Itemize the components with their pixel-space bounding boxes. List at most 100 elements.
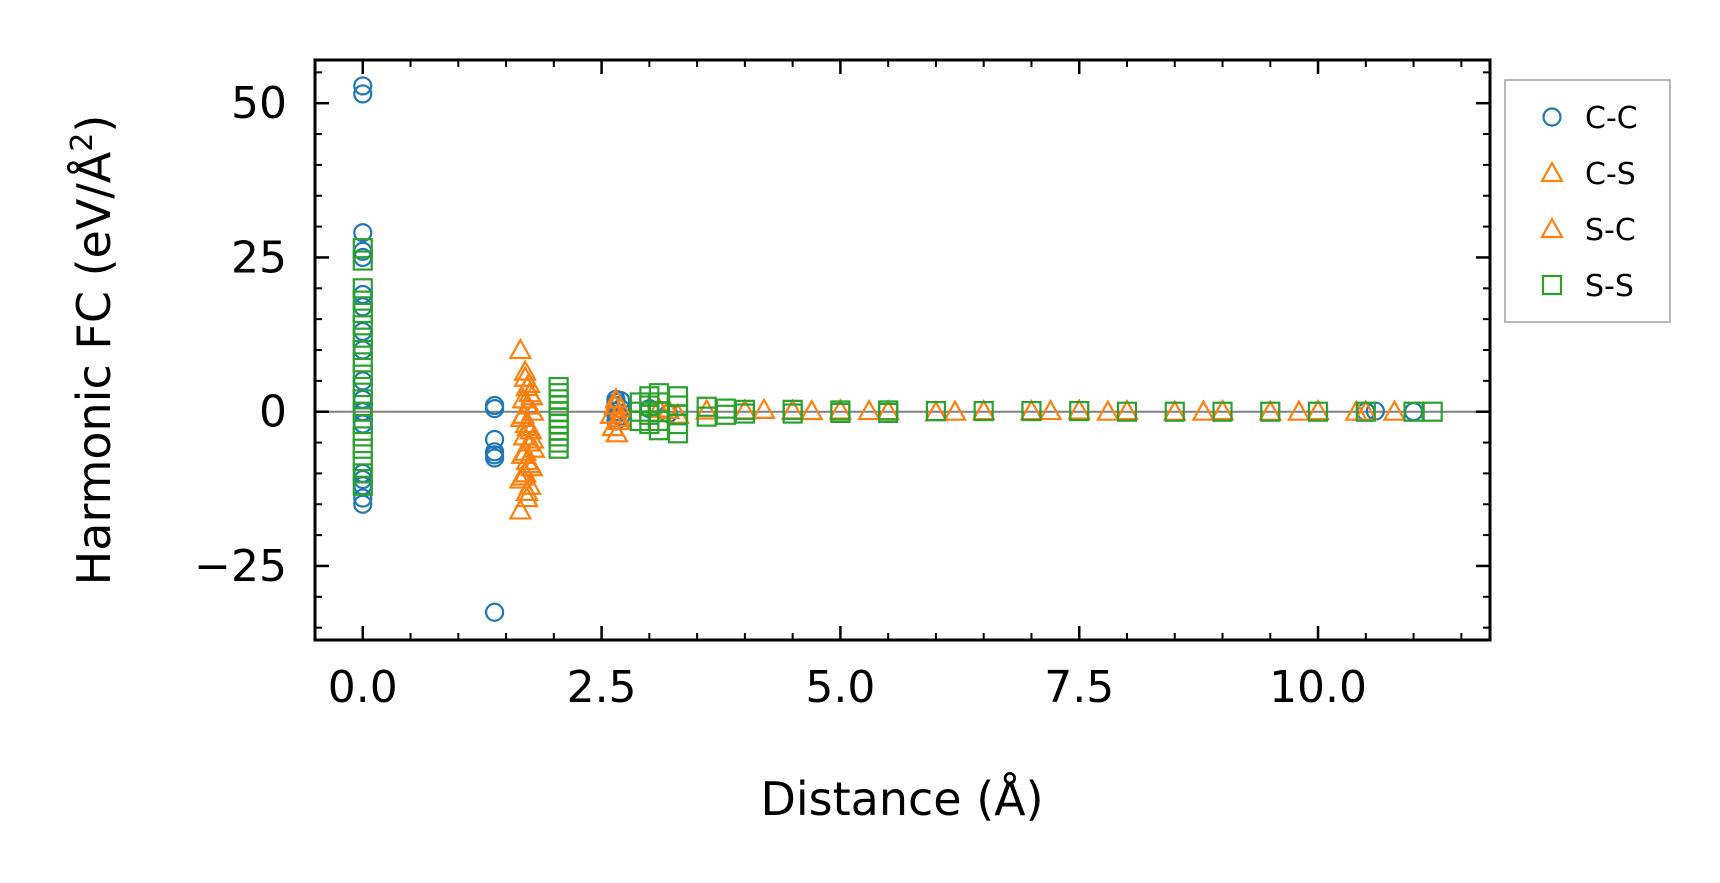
data-point-s-s xyxy=(1403,401,1424,422)
data-point-s-c xyxy=(603,393,627,415)
x-tick-label: 10.0 xyxy=(1269,662,1367,713)
data-point-s-s xyxy=(696,406,717,427)
data-point-s-s xyxy=(973,400,994,422)
y-tick-label: 25 xyxy=(231,232,287,283)
x-tick-label: 5.0 xyxy=(805,662,875,713)
data-point-s-s xyxy=(1307,401,1329,422)
data-point-s-s xyxy=(352,278,373,299)
plot-frame xyxy=(313,58,1492,642)
data-point-c-s xyxy=(508,337,533,360)
data-point-s-s xyxy=(352,450,373,472)
data-point-c-c xyxy=(353,414,373,434)
y-tick-label: 50 xyxy=(231,78,287,129)
data-point-c-s xyxy=(1382,399,1407,421)
data-point-s-s xyxy=(352,376,373,398)
legend-box xyxy=(1504,79,1671,323)
legend-label-c-s: C-S xyxy=(1585,157,1636,192)
y-axis-label-main: Harmonic FC (eV/Å xyxy=(67,151,121,585)
data-point-s-s xyxy=(352,238,373,259)
y-tick-label: −25 xyxy=(194,541,287,592)
data-point-s-s xyxy=(352,475,373,496)
data-point-s-s xyxy=(352,463,373,484)
data-point-c-c xyxy=(353,340,373,360)
y-axis-label: Harmonic FC (eV/Å2) xyxy=(65,115,121,586)
x-tick-label: 0.0 xyxy=(328,662,398,713)
data-point-s-c xyxy=(733,398,757,420)
data-point-s-s xyxy=(1021,400,1042,422)
data-point-s-c xyxy=(518,451,542,474)
data-point-s-s xyxy=(830,402,851,424)
data-point-c-c xyxy=(353,297,373,317)
data-point-s-s xyxy=(352,250,373,271)
data-point-s-s xyxy=(1422,401,1443,422)
data-point-s-s xyxy=(352,339,373,361)
data-point-s-s xyxy=(1355,401,1376,422)
data-point-s-s xyxy=(1260,401,1281,422)
legend-label-s-c: S-C xyxy=(1585,213,1636,248)
data-point-s-s xyxy=(352,426,373,447)
data-point-c-c xyxy=(353,321,373,342)
data-point-c-s xyxy=(694,398,719,420)
data-point-s-c xyxy=(857,398,881,421)
data-point-c-c xyxy=(484,399,505,419)
x-tick-label: 7.5 xyxy=(1044,662,1114,713)
data-point-s-s xyxy=(548,376,569,398)
data-point-s-c xyxy=(510,464,535,486)
x-tick-label: 2.5 xyxy=(567,662,637,713)
data-point-s-c xyxy=(513,439,538,461)
data-point-c-c xyxy=(484,448,505,468)
x-axis-label: Distance (Å) xyxy=(760,772,1043,826)
data-point-c-s xyxy=(1067,398,1092,420)
data-point-c-c xyxy=(484,602,505,622)
data-point-s-s xyxy=(352,389,373,410)
data-point-s-c xyxy=(519,384,544,406)
data-point-s-c xyxy=(607,405,632,427)
legend-marker-s-c xyxy=(1540,216,1564,239)
data-point-c-s xyxy=(1115,398,1139,421)
data-point-c-s xyxy=(752,397,776,419)
legend-marker-c-c xyxy=(1542,107,1562,127)
data-point-s-s xyxy=(548,389,569,410)
data-point-s-s xyxy=(715,398,736,419)
legend-label-c-c: C-C xyxy=(1585,101,1638,136)
data-point-c-s xyxy=(520,399,545,421)
legend-label-s-s: S-S xyxy=(1585,269,1634,304)
data-point-s-s xyxy=(1164,401,1185,422)
y-axis-label-close: ) xyxy=(67,115,121,133)
legend: C-C C-S S-C S-S xyxy=(1504,79,1671,323)
data-point-s-c xyxy=(799,398,824,421)
data-point-s-s xyxy=(648,420,670,441)
data-point-s-c xyxy=(516,414,540,437)
data-point-s-s xyxy=(548,438,569,459)
data-point-s-s xyxy=(1069,400,1090,422)
y-tick-label: 0 xyxy=(259,387,287,438)
data-point-s-s xyxy=(734,403,755,424)
data-point-s-s xyxy=(548,426,569,447)
data-point-c-c xyxy=(353,371,373,391)
data-point-c-s xyxy=(1210,398,1235,421)
data-point-c-c xyxy=(353,223,373,243)
data-point-s-c xyxy=(1287,399,1311,421)
data-point-s-s xyxy=(352,290,373,311)
data-point-s-c xyxy=(511,402,536,424)
data-point-c-s xyxy=(511,387,536,409)
data-point-c-s xyxy=(780,398,805,420)
data-point-s-s xyxy=(352,438,373,459)
data-point-c-c xyxy=(353,84,373,104)
data-point-s-s xyxy=(1116,401,1138,422)
data-point-s-s xyxy=(548,383,569,404)
data-point-c-c xyxy=(484,429,505,450)
data-point-s-s xyxy=(1212,401,1233,422)
data-point-s-s xyxy=(715,404,736,425)
data-point-s-s xyxy=(352,401,373,422)
data-point-s-s xyxy=(667,423,689,444)
data-point-c-s xyxy=(605,421,629,443)
data-point-s-s xyxy=(878,402,899,424)
data-point-s-s xyxy=(352,327,373,348)
data-point-s-c xyxy=(515,479,539,502)
data-point-c-s xyxy=(1019,398,1044,421)
data-point-s-s xyxy=(548,413,569,435)
data-point-c-s xyxy=(515,485,539,508)
data-point-s-c xyxy=(1038,398,1063,421)
